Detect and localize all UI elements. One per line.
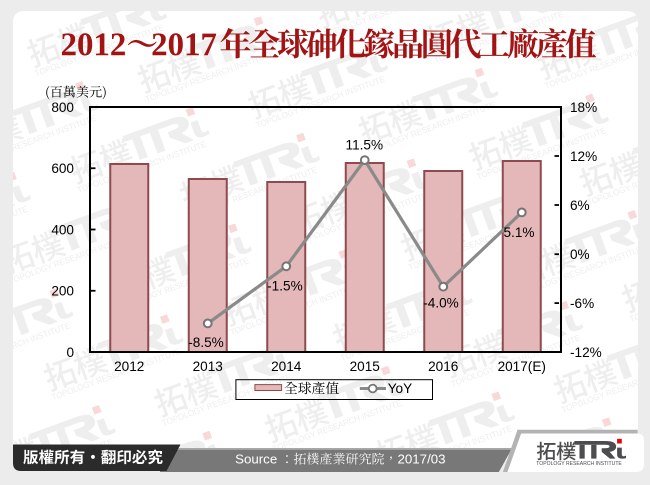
- svg-text:12%: 12%: [570, 149, 597, 164]
- svg-text:2017/03: 2017/03: [398, 452, 446, 467]
- svg-text:2014: 2014: [271, 359, 302, 374]
- svg-text:-6%: -6%: [570, 296, 594, 311]
- svg-text:6%: 6%: [570, 198, 590, 213]
- svg-text:-4.0%: -4.0%: [423, 295, 459, 310]
- svg-text:2017(E): 2017(E): [498, 359, 546, 374]
- svg-text:0%: 0%: [570, 247, 590, 262]
- svg-text:18%: 18%: [570, 100, 597, 115]
- svg-text:-12%: -12%: [570, 345, 602, 360]
- svg-text:0: 0: [66, 345, 74, 360]
- svg-text:200: 200: [51, 284, 74, 299]
- svg-text:YoY: YoY: [388, 381, 412, 396]
- svg-text:-1.5%: -1.5%: [267, 278, 303, 293]
- svg-text:400: 400: [51, 222, 74, 237]
- svg-text:-8.5%: -8.5%: [188, 335, 224, 350]
- svg-text:11.5%: 11.5%: [346, 138, 384, 153]
- svg-text:2016: 2016: [428, 359, 458, 374]
- svg-text:5.1%: 5.1%: [504, 225, 535, 240]
- svg-text:2012: 2012: [114, 359, 144, 374]
- svg-text:600: 600: [51, 161, 74, 176]
- svg-text:2013: 2013: [193, 359, 223, 374]
- svg-text:800: 800: [51, 100, 74, 115]
- svg-text:2015: 2015: [350, 359, 380, 374]
- svg-text:Source: Source: [235, 452, 277, 467]
